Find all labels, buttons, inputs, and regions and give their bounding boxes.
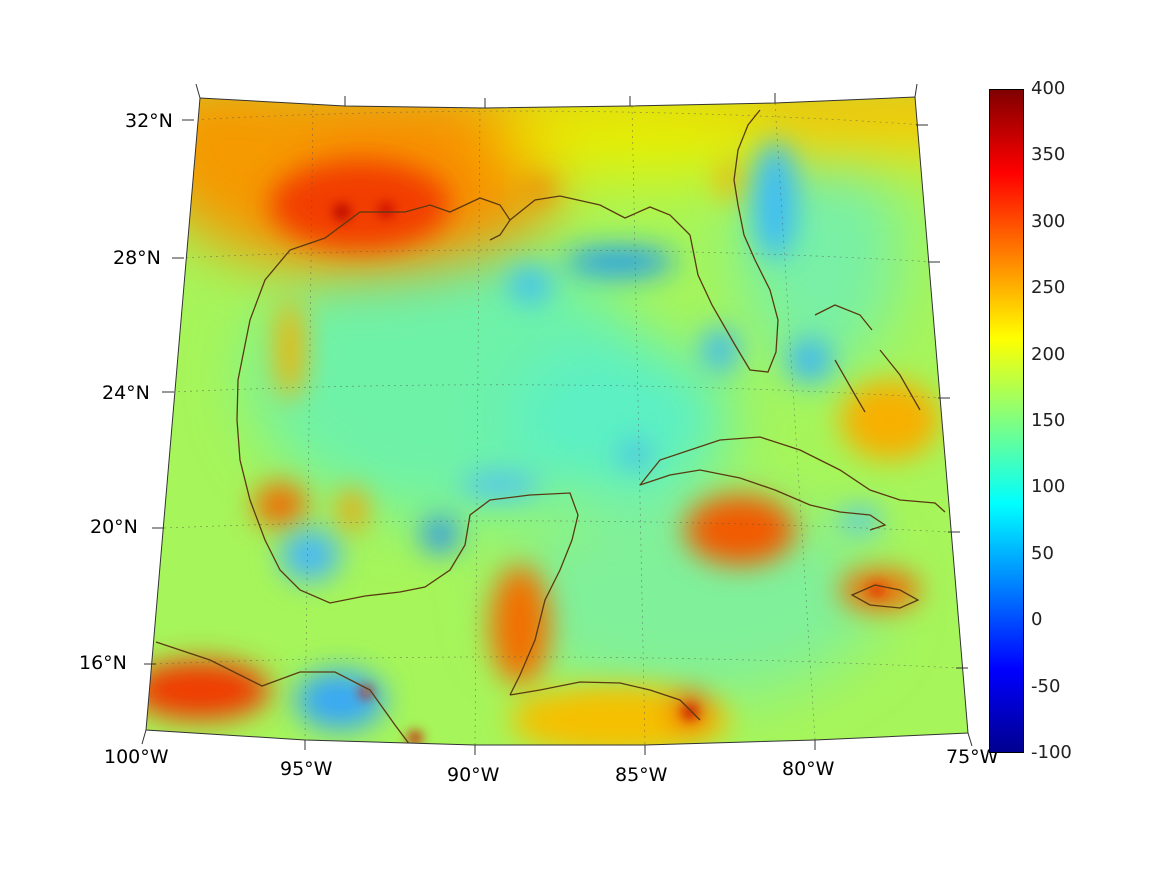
graticule <box>153 102 959 745</box>
colorbar-tick-50: 50 <box>1031 542 1054 564</box>
colorbar <box>989 89 1024 753</box>
lon-label-85w: 85°W <box>615 764 668 786</box>
colorbar-tick-150: 150 <box>1031 410 1066 431</box>
colorbar-tick-0: 0 <box>1031 609 1043 631</box>
axis-ticks <box>144 93 968 755</box>
lon-label-90w: 90°W <box>447 764 500 786</box>
lat-label-28n: 28°N <box>113 247 161 269</box>
colorbar-tick-350: 350 <box>1031 144 1066 166</box>
data-field <box>146 97 968 745</box>
colorbar-tick-100: 100 <box>1031 476 1066 498</box>
lon-label-75w: 75°W <box>946 746 999 768</box>
lat-label-16n: 16°N <box>79 652 127 674</box>
lat-label-32n: 32°N <box>125 110 173 132</box>
colorbar-tick-minus100: -100 <box>1031 742 1072 763</box>
colorbar-tick-minus50: -50 <box>1031 675 1061 697</box>
lon-label-95w: 95°W <box>280 758 333 780</box>
colorbar-tick-250: 250 <box>1031 277 1066 299</box>
lat-label-24n: 24°N <box>102 382 150 404</box>
lon-label-100w: 100°W <box>104 746 169 768</box>
colorbar-tick-200: 200 <box>1031 343 1066 365</box>
colorbar-tick-300: 300 <box>1031 210 1066 232</box>
colorbar-tick-400: 400 <box>1031 78 1066 99</box>
coastlines <box>155 109 946 745</box>
lat-label-20n: 20°N <box>90 516 138 538</box>
lon-label-80w: 80°W <box>782 758 835 780</box>
